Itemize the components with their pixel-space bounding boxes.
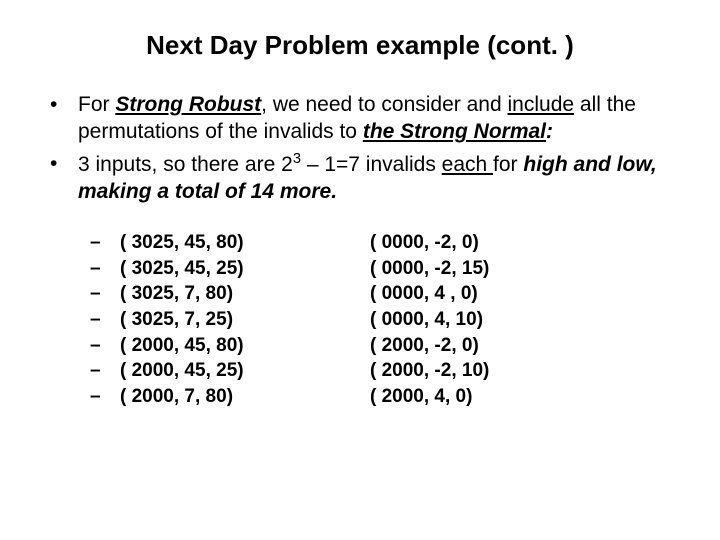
list-item: ( 0000, -2, 15) bbox=[370, 256, 650, 282]
bullet-marker: • bbox=[50, 91, 78, 146]
bullet-item: • For Strong Robust, we need to consider… bbox=[50, 91, 690, 146]
bullet-text: For Strong Robust, we need to consider a… bbox=[78, 91, 690, 146]
tuple-value: ( 2000, 7, 80) bbox=[120, 384, 370, 410]
bullet-text: 3 inputs, so there are 23 – 1=7 invalids… bbox=[78, 150, 690, 206]
tuple-value: ( 0000, -2, 15) bbox=[370, 256, 650, 282]
text-strong-robust: Strong Robust bbox=[115, 93, 261, 116]
list-item: –( 3025, 45, 25) bbox=[90, 256, 370, 282]
list-item: ( 0000, 4 , 0) bbox=[370, 281, 650, 307]
list-item: –( 3025, 45, 80) bbox=[90, 230, 370, 256]
bullet-marker: • bbox=[50, 150, 78, 206]
text-fragment: : bbox=[546, 120, 553, 143]
bullet-item: • 3 inputs, so there are 23 – 1=7 invali… bbox=[50, 150, 690, 206]
tuple-value: ( 2000, -2, 0) bbox=[370, 333, 650, 359]
list-item: ( 2000, 4, 0) bbox=[370, 384, 650, 410]
text-fragment: For bbox=[78, 93, 115, 116]
text-fragment: 3 inputs, so there are 2 bbox=[78, 153, 293, 176]
list-item: ( 0000, 4, 10) bbox=[370, 307, 650, 333]
list-item: –( 2000, 7, 80) bbox=[90, 384, 370, 410]
text-fragment: , we need to consider and bbox=[261, 93, 507, 116]
tuple-value: ( 2000, 4, 0) bbox=[370, 384, 650, 410]
tuple-value: ( 0000, 4 , 0) bbox=[370, 281, 650, 307]
dash-marker: – bbox=[90, 281, 120, 307]
tuple-value: ( 0000, 4, 10) bbox=[370, 307, 650, 333]
tuple-value: ( 3025, 7, 80) bbox=[120, 281, 370, 307]
tuple-value: ( 3025, 7, 25) bbox=[120, 307, 370, 333]
tuple-value: ( 3025, 45, 25) bbox=[120, 256, 370, 282]
bullet-list: • For Strong Robust, we need to consider… bbox=[30, 91, 690, 205]
text-strong-normal: the Strong Normal bbox=[363, 120, 546, 143]
list-item: ( 2000, -2, 10) bbox=[370, 358, 650, 384]
tuple-value: ( 0000, -2, 0) bbox=[370, 230, 650, 256]
dash-marker: – bbox=[90, 358, 120, 384]
list-item: ( 2000, -2, 0) bbox=[370, 333, 650, 359]
dash-marker: – bbox=[90, 256, 120, 282]
dash-marker: – bbox=[90, 384, 120, 410]
right-column: ( 0000, -2, 0) ( 0000, -2, 15) ( 0000, 4… bbox=[370, 230, 650, 409]
list-item: ( 0000, -2, 0) bbox=[370, 230, 650, 256]
list-item: –( 3025, 7, 25) bbox=[90, 307, 370, 333]
list-item: –( 3025, 7, 80) bbox=[90, 281, 370, 307]
slide: Next Day Problem example (cont. ) • For … bbox=[0, 0, 720, 540]
list-item: –( 2000, 45, 25) bbox=[90, 358, 370, 384]
dash-marker: – bbox=[90, 230, 120, 256]
data-columns: –( 3025, 45, 80) –( 3025, 45, 25) –( 302… bbox=[30, 230, 690, 409]
tuple-value: ( 2000, 45, 25) bbox=[120, 358, 370, 384]
left-column: –( 3025, 45, 80) –( 3025, 45, 25) –( 302… bbox=[90, 230, 370, 409]
tuple-value: ( 3025, 45, 80) bbox=[120, 230, 370, 256]
text-fragment: for bbox=[493, 153, 523, 176]
slide-title: Next Day Problem example (cont. ) bbox=[30, 30, 690, 61]
dash-marker: – bbox=[90, 307, 120, 333]
text-exponent: 3 bbox=[293, 151, 301, 167]
tuple-value: ( 2000, -2, 10) bbox=[370, 358, 650, 384]
text-each: each bbox=[442, 153, 493, 176]
list-item: –( 2000, 45, 80) bbox=[90, 333, 370, 359]
dash-marker: – bbox=[90, 333, 120, 359]
tuple-value: ( 2000, 45, 80) bbox=[120, 333, 370, 359]
text-include: include bbox=[508, 93, 575, 116]
text-fragment: – 1=7 invalids bbox=[301, 153, 442, 176]
